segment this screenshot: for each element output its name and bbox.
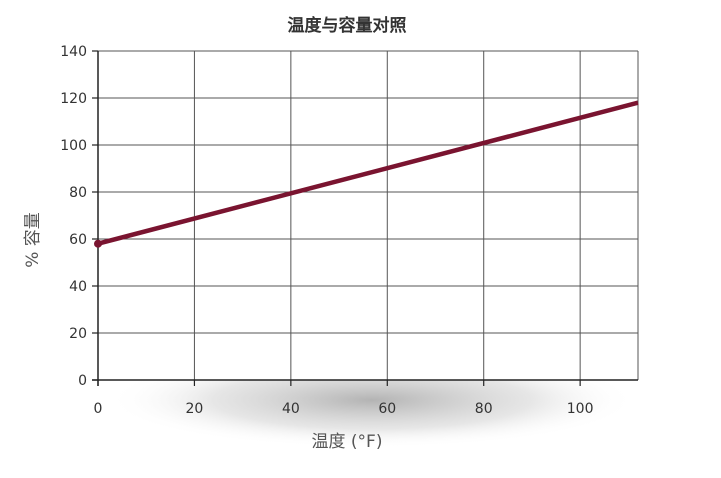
series-start-point: [94, 239, 102, 248]
y-tick-label: 40: [69, 279, 87, 295]
plot-background: [98, 51, 638, 380]
chart-title: 温度与容量对照: [288, 15, 407, 36]
axes: [92, 50, 638, 386]
tick-labels: 0 20 40 60 80 100 120 140 0 20 40 60 80 100: [60, 44, 593, 417]
x-tick-label: 0: [94, 401, 103, 417]
y-tick-label: 0: [78, 373, 87, 389]
x-tick-label: 100: [567, 401, 594, 417]
series: [94, 100, 639, 248]
x-axis-label: 温度 (°F): [312, 432, 383, 452]
x-tick-label: 60: [378, 401, 396, 417]
x-tick-label: 20: [186, 401, 204, 417]
y-tick-label: 20: [69, 326, 87, 342]
y-axis-label: % 容量: [23, 212, 43, 268]
y-tick-label: 100: [60, 138, 87, 154]
series-line: [97, 100, 639, 246]
y-tick-label: 80: [69, 185, 87, 201]
y-tick-label: 60: [69, 232, 87, 248]
y-tick-label: 120: [60, 91, 87, 107]
y-tick-label: 140: [60, 44, 87, 60]
grid-lines: [98, 50, 639, 380]
x-tick-label: 40: [282, 401, 300, 417]
x-tick-label: 80: [475, 401, 493, 417]
